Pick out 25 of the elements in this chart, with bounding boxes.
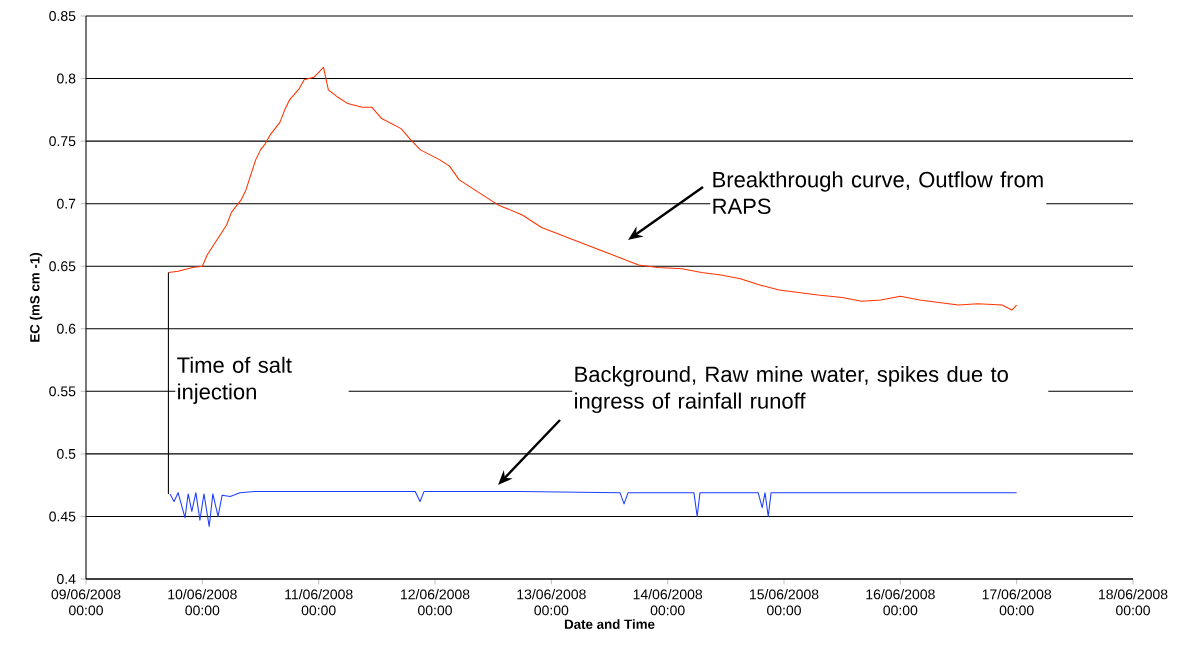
- x-tick-label: 18/06/2008 00:00: [1099, 589, 1168, 616]
- x-tick-label: 09/06/2008 00:00: [51, 589, 121, 616]
- annotation: Background, Raw mine water, spikes due to ingress of rainfall runoff: [575, 365, 1008, 414]
- x-tick-label: 16/06/2008 00:00: [866, 589, 935, 616]
- y-tick-label: 0.55: [49, 386, 76, 397]
- x-tick-label: 10/06/2008 00:00: [168, 589, 237, 616]
- x-tick-label: 13/06/2008 00:00: [517, 589, 586, 616]
- y-tick-label: 0.4: [57, 574, 76, 584]
- y-tick-label: 0.6: [57, 323, 76, 334]
- x-axis-title: Date and Time: [564, 619, 655, 629]
- x-tick-label: 17/06/2008 00:00: [982, 589, 1052, 616]
- y-tick-label: 0.7: [57, 198, 76, 209]
- x-tick-label: 11/06/2008 00:00: [285, 589, 353, 616]
- x-tick-label: 12/06/2008 00:00: [401, 589, 470, 616]
- y-tick-label: 0.85: [49, 11, 76, 21]
- x-tick-label: 14/06/2008 00:00: [633, 589, 703, 616]
- y-axis-title: EC (mS cm -1): [29, 252, 43, 342]
- x-tick-label: 15/06/2008 00:00: [750, 589, 819, 616]
- y-tick-label: 0.5: [57, 448, 76, 459]
- annotation: Breakthrough curve, Outflow from RAPS: [713, 171, 1043, 215]
- y-tick-label: 0.75: [49, 136, 76, 147]
- y-tick-label: 0.8: [57, 73, 76, 84]
- y-tick-label: 0.65: [49, 261, 76, 272]
- y-tick-label: 0.45: [49, 511, 76, 522]
- ref-line-label: Time of salt injection: [177, 356, 292, 404]
